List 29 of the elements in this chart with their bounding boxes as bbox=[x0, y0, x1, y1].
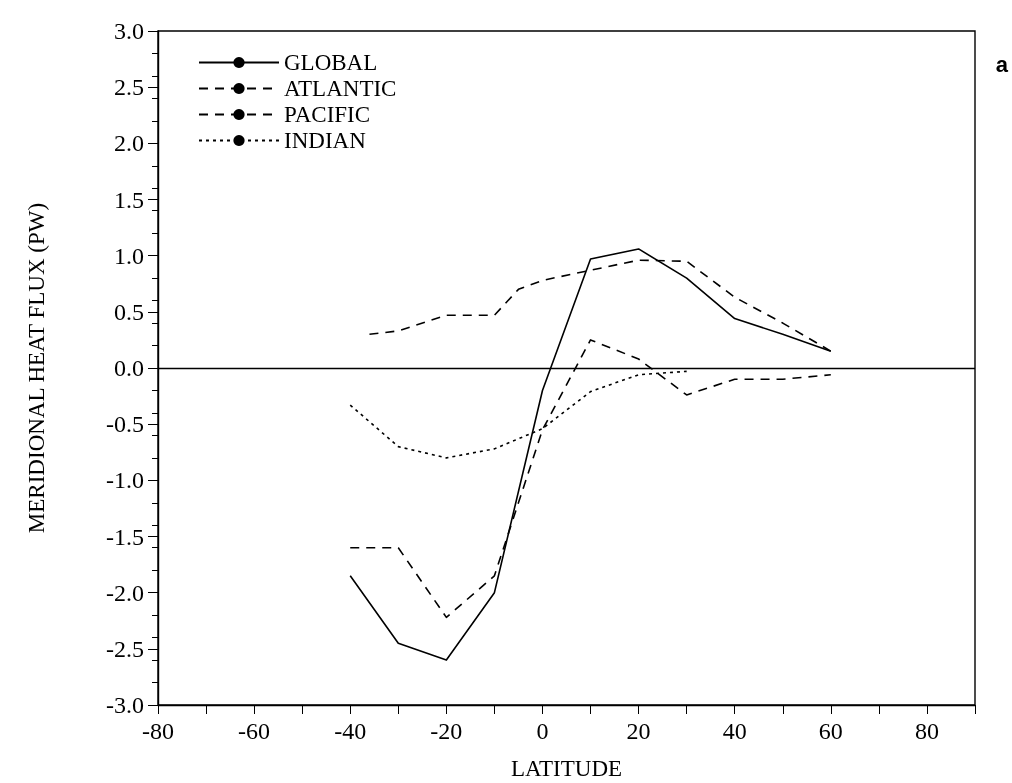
y-tick-label: -3.0 bbox=[106, 692, 144, 718]
y-tick-label: 2.5 bbox=[114, 74, 144, 101]
y-tick-label: 3.0 bbox=[114, 18, 144, 44]
x-tick-label: -60 bbox=[238, 718, 271, 744]
legend-label: ATLANTIC bbox=[284, 76, 397, 101]
x-axis-title: LATITUDE bbox=[510, 756, 623, 781]
x-tick-label: -40 bbox=[334, 718, 367, 744]
y-tick-label: -1.0 bbox=[106, 467, 144, 494]
legend-label: PACIFIC bbox=[284, 102, 371, 127]
text: a bbox=[995, 51, 1009, 77]
legend-label: INDIAN bbox=[284, 128, 367, 153]
x-tick-label: -20 bbox=[430, 718, 463, 744]
y-tick-label: -1.5 bbox=[106, 523, 144, 550]
y-tick-label: 1.5 bbox=[114, 186, 144, 213]
y-tick-label: -0.5 bbox=[106, 411, 144, 438]
y-tick-label: 1.0 bbox=[114, 242, 144, 269]
y-axis-title: MERIDIONAL HEAT FLUX (PW) bbox=[24, 202, 49, 534]
x-tick-label: 40 bbox=[722, 718, 747, 744]
x-tick-label: 20 bbox=[626, 718, 651, 744]
y-tick-label: -2.5 bbox=[106, 635, 144, 662]
x-tick-label: -80 bbox=[142, 718, 174, 744]
x-tick-label: 60 bbox=[818, 718, 843, 744]
y-tick-label: -2.0 bbox=[106, 579, 144, 606]
y-tick-label: 0.0 bbox=[114, 355, 144, 381]
y-tick-label: 0.5 bbox=[114, 298, 144, 325]
legend-label: GLOBAL bbox=[284, 50, 378, 75]
y-tick-label: 2.0 bbox=[114, 130, 144, 157]
x-tick-label: 0 bbox=[536, 718, 549, 744]
x-tick-label: 80 bbox=[914, 718, 939, 744]
